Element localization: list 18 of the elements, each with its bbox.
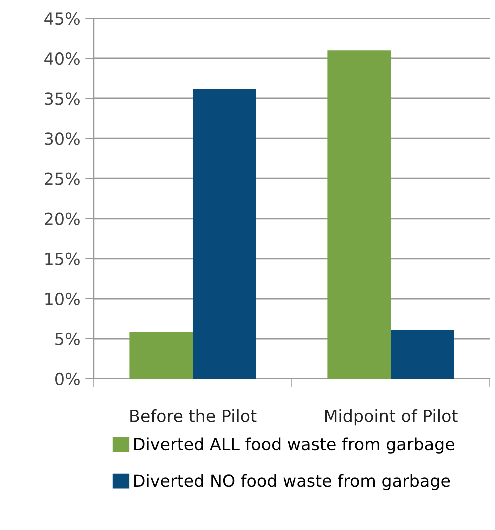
- y-tick-label: 0%: [56, 372, 80, 386]
- x-tick-label: Midpoint of Pilot: [325, 410, 458, 426]
- bar: [328, 50, 392, 379]
- bar: [130, 332, 194, 379]
- y-tick-label: 40%: [44, 52, 80, 66]
- legend-label: Diverted ALL food waste from garbage: [134, 438, 454, 454]
- y-tick-label: 10%: [46, 292, 80, 306]
- bar: [391, 330, 454, 379]
- y-tick-label: 45%: [44, 12, 80, 26]
- y-tick-label: 20%: [45, 212, 80, 226]
- y-tick-label: 5%: [56, 332, 80, 346]
- x-tick-label: Before the Pilot: [130, 410, 257, 422]
- bar: [193, 89, 256, 379]
- y-tick-label: 15%: [46, 252, 80, 266]
- y-tick-label: 35%: [45, 92, 80, 106]
- y-tick-label: 30%: [45, 132, 80, 146]
- legend-label: Diverted NO food waste from garbage: [134, 474, 450, 490]
- y-tick-label: 25%: [45, 172, 80, 186]
